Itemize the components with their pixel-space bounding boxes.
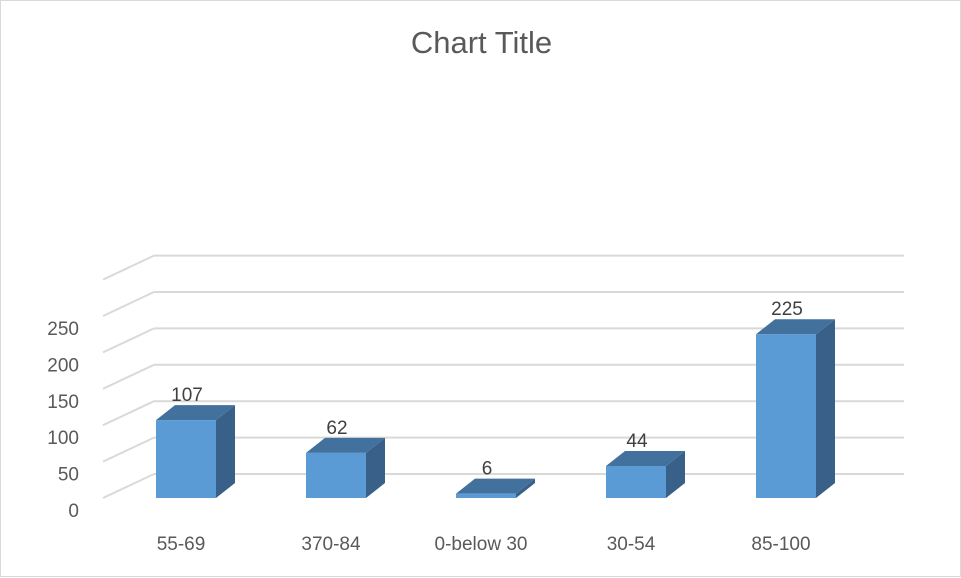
bar-side (666, 450, 685, 498)
data-label: 6 (482, 459, 493, 480)
bar (756, 334, 816, 498)
data-label: 44 (626, 431, 648, 452)
y-tick-label: 250 (47, 319, 79, 340)
bar-side (516, 478, 535, 498)
gridline-diagonal (102, 400, 155, 427)
gridline-diagonal (102, 363, 155, 390)
x-tick-label: 370-84 (301, 534, 361, 555)
y-tick-label: 0 (68, 501, 79, 522)
bar (606, 465, 666, 498)
chart-title: Chart Title (410, 25, 553, 60)
gridline-diagonal (102, 291, 155, 317)
y-tick-label: 200 (47, 355, 79, 376)
data-label: 225 (771, 299, 803, 320)
y-tick-label: 50 (58, 465, 79, 486)
bar-top (606, 450, 685, 466)
y-tick-label: 100 (47, 428, 79, 449)
bar-side (366, 437, 385, 498)
x-tick-label: 30-54 (607, 534, 656, 555)
gridline-diagonal (102, 254, 155, 281)
bar (306, 452, 366, 498)
x-tick-label: 85-100 (751, 534, 810, 555)
bar-top (756, 319, 835, 335)
data-label: 62 (326, 418, 347, 439)
bar-side (216, 405, 235, 498)
gridline-diagonal (102, 436, 155, 463)
bar-top (156, 405, 235, 421)
gridline-diagonal (102, 327, 155, 354)
x-tick-label: 0-below 30 (435, 534, 528, 555)
x-tick-label: 55-69 (157, 534, 206, 555)
bar-top (456, 478, 535, 494)
bar-top (306, 437, 385, 453)
bar-side (816, 319, 835, 498)
gridline-diagonal (102, 473, 155, 499)
bar (156, 420, 216, 498)
data-label: 107 (171, 385, 203, 406)
bar (456, 493, 516, 498)
y-tick-label: 150 (47, 392, 79, 413)
